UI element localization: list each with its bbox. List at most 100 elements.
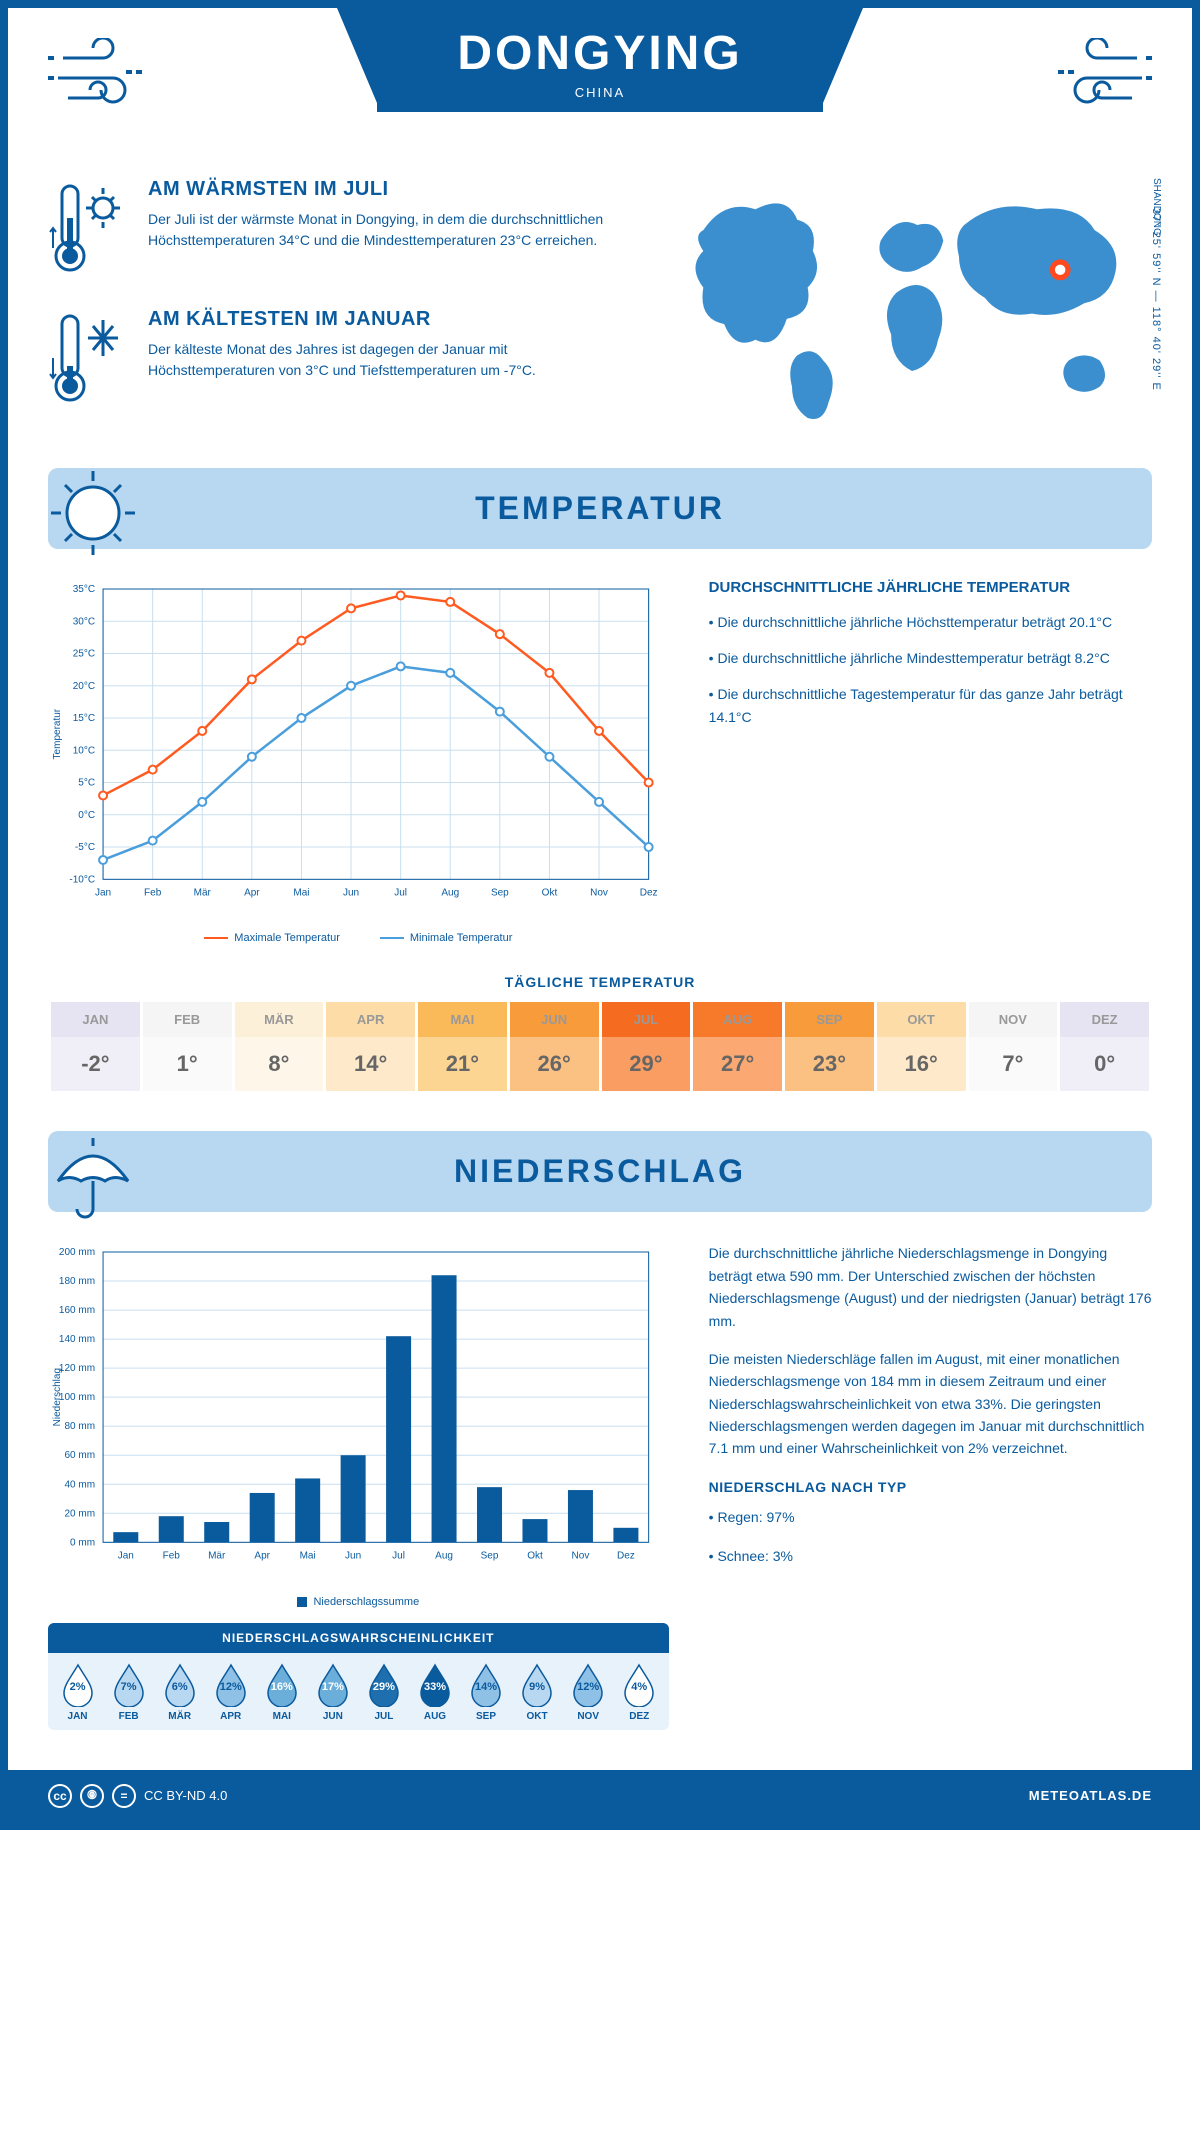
header: DONGYING CHINA bbox=[8, 8, 1192, 178]
world-map: 37° 25' 59'' N — 118° 40' 29'' E SHANDON… bbox=[672, 178, 1152, 438]
svg-text:15°C: 15°C bbox=[73, 713, 95, 724]
prob-cell: 12% APR bbox=[205, 1663, 256, 1722]
title-banner: DONGYING CHINA bbox=[377, 8, 822, 112]
site-name: METEOATLAS.DE bbox=[1029, 1788, 1152, 1803]
region-name: SHANDONG bbox=[1151, 178, 1162, 236]
svg-text:30°C: 30°C bbox=[73, 616, 95, 627]
drop-icon: 12% bbox=[571, 1663, 605, 1707]
svg-text:Niederschlag: Niederschlag bbox=[52, 1368, 63, 1426]
drop-icon: 6% bbox=[163, 1663, 197, 1707]
svg-text:Aug: Aug bbox=[435, 1551, 453, 1562]
warmest-fact: AM WÄRMSTEN IM JULI Der Juli ist der wär… bbox=[48, 178, 632, 283]
prob-title: NIEDERSCHLAGSWAHRSCHEINLICHKEIT bbox=[48, 1623, 669, 1653]
svg-text:200 mm: 200 mm bbox=[59, 1247, 95, 1258]
fact-title: AM KÄLTESTEN IM JANUAR bbox=[148, 308, 632, 331]
svg-text:100 mm: 100 mm bbox=[59, 1393, 95, 1404]
drop-icon: 4% bbox=[622, 1663, 656, 1707]
daily-cell: JUN 26° bbox=[510, 1002, 602, 1091]
svg-text:Jul: Jul bbox=[394, 887, 407, 898]
svg-text:Okt: Okt bbox=[527, 1551, 543, 1562]
drop-icon: 16% bbox=[265, 1663, 299, 1707]
svg-text:Sep: Sep bbox=[481, 1551, 499, 1562]
prob-cell: 16% MAI bbox=[256, 1663, 307, 1722]
legend-min: Minimale Temperatur bbox=[410, 932, 513, 944]
svg-text:5°C: 5°C bbox=[78, 778, 95, 789]
section-title: NIEDERSCHLAG bbox=[70, 1153, 1130, 1190]
prob-cell: 9% OKT bbox=[512, 1663, 563, 1722]
svg-text:35°C: 35°C bbox=[73, 584, 95, 595]
svg-text:40 mm: 40 mm bbox=[64, 1480, 95, 1491]
precipitation-bar-chart: 0 mm20 mm40 mm60 mm80 mm100 mm120 mm140 … bbox=[48, 1242, 669, 1582]
svg-text:Jan: Jan bbox=[95, 887, 111, 898]
drop-icon: 9% bbox=[520, 1663, 554, 1707]
svg-text:Apr: Apr bbox=[254, 1551, 270, 1562]
nd-icon: = bbox=[112, 1784, 136, 1808]
drop-icon: 12% bbox=[214, 1663, 248, 1707]
prob-cell: 17% JUN bbox=[307, 1663, 358, 1722]
precip-type-heading: NIEDERSCHLAG NACH TYP bbox=[709, 1476, 1152, 1498]
svg-text:Feb: Feb bbox=[163, 1551, 181, 1562]
svg-text:180 mm: 180 mm bbox=[59, 1276, 95, 1287]
svg-text:Mai: Mai bbox=[300, 1551, 316, 1562]
svg-text:Feb: Feb bbox=[144, 887, 162, 898]
license-text: CC BY-ND 4.0 bbox=[144, 1788, 227, 1803]
svg-text:80 mm: 80 mm bbox=[64, 1422, 95, 1433]
precip-type: • Schnee: 3% bbox=[709, 1545, 1152, 1567]
coldest-fact: AM KÄLTESTEN IM JANUAR Der kälteste Mona… bbox=[48, 308, 632, 413]
precip-section-header: NIEDERSCHLAG bbox=[48, 1131, 1152, 1212]
svg-text:160 mm: 160 mm bbox=[59, 1305, 95, 1316]
svg-text:Jan: Jan bbox=[118, 1551, 134, 1562]
umbrella-icon bbox=[43, 1126, 143, 1226]
drop-icon: 33% bbox=[418, 1663, 452, 1707]
by-icon: 🞋 bbox=[80, 1784, 104, 1808]
svg-text:Dez: Dez bbox=[617, 1551, 635, 1562]
svg-text:Mär: Mär bbox=[194, 887, 212, 898]
daily-cell: OKT 16° bbox=[877, 1002, 969, 1091]
svg-text:20 mm: 20 mm bbox=[64, 1509, 95, 1520]
legend-precip: Niederschlagssumme bbox=[313, 1596, 419, 1608]
svg-text:60 mm: 60 mm bbox=[64, 1451, 95, 1462]
svg-text:Aug: Aug bbox=[441, 887, 459, 898]
footer: cc 🞋 = CC BY-ND 4.0 METEOATLAS.DE bbox=[8, 1770, 1192, 1822]
precip-para: Die durchschnittliche jährliche Niedersc… bbox=[709, 1242, 1152, 1332]
temp-bullet: • Die durchschnittliche Tagestemperatur … bbox=[709, 683, 1152, 731]
daily-cell: APR 14° bbox=[326, 1002, 418, 1091]
section-title: TEMPERATUR bbox=[70, 490, 1130, 527]
svg-text:Dez: Dez bbox=[640, 887, 658, 898]
country-name: CHINA bbox=[457, 85, 742, 100]
temp-section-header: TEMPERATUR bbox=[48, 468, 1152, 549]
svg-text:Jun: Jun bbox=[343, 887, 359, 898]
daily-cell: JAN -2° bbox=[51, 1002, 143, 1091]
svg-text:140 mm: 140 mm bbox=[59, 1334, 95, 1345]
svg-text:-10°C: -10°C bbox=[69, 874, 95, 885]
city-name: DONGYING bbox=[457, 26, 742, 81]
daily-cell: MÄR 8° bbox=[235, 1002, 327, 1091]
precip-para: Die meisten Niederschläge fallen im Augu… bbox=[709, 1348, 1152, 1460]
daily-cell: FEB 1° bbox=[143, 1002, 235, 1091]
thermometer-hot-icon bbox=[48, 178, 128, 283]
svg-text:Okt: Okt bbox=[542, 887, 558, 898]
svg-text:0 mm: 0 mm bbox=[70, 1538, 95, 1549]
fact-text: Der kälteste Monat des Jahres ist dagege… bbox=[148, 339, 632, 381]
drop-icon: 7% bbox=[112, 1663, 146, 1707]
precip-type: • Regen: 97% bbox=[709, 1506, 1152, 1528]
svg-text:Sep: Sep bbox=[491, 887, 509, 898]
daily-temp-title: TÄGLICHE TEMPERATUR bbox=[48, 974, 1152, 990]
temp-text-heading: DURCHSCHNITTLICHE JÄHRLICHE TEMPERATUR bbox=[709, 579, 1152, 596]
prob-cell: 6% MÄR bbox=[154, 1663, 205, 1722]
fact-title: AM WÄRMSTEN IM JULI bbox=[148, 178, 632, 201]
svg-text:-5°C: -5°C bbox=[75, 842, 95, 853]
svg-text:Jul: Jul bbox=[392, 1551, 405, 1562]
prob-cell: 29% JUL bbox=[358, 1663, 409, 1722]
drop-icon: 17% bbox=[316, 1663, 350, 1707]
daily-cell: NOV 7° bbox=[969, 1002, 1061, 1091]
temp-bullet: • Die durchschnittliche jährliche Mindes… bbox=[709, 647, 1152, 671]
drop-icon: 2% bbox=[61, 1663, 95, 1707]
daily-cell: MAI 21° bbox=[418, 1002, 510, 1091]
svg-text:Jun: Jun bbox=[345, 1551, 361, 1562]
prob-cell: 4% DEZ bbox=[614, 1663, 665, 1722]
fact-text: Der Juli ist der wärmste Monat in Dongyi… bbox=[148, 209, 632, 251]
temperature-line-chart: -10°C-5°C0°C5°C10°C15°C20°C25°C30°C35°CJ… bbox=[48, 579, 669, 944]
prob-cell: 7% FEB bbox=[103, 1663, 154, 1722]
legend-max: Maximale Temperatur bbox=[234, 932, 340, 944]
